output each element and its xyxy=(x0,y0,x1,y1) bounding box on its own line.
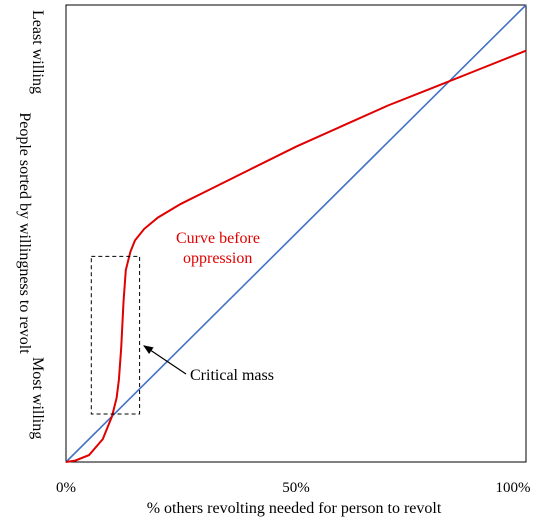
x-axis-label: % others revolting needed for person to … xyxy=(147,500,442,517)
y-axis-label: People sorted by willingness to revolt xyxy=(16,112,33,354)
series-diagonal-line xyxy=(65,4,527,463)
y-label-least-willing: Least willing xyxy=(29,10,46,94)
x-tick-50: 50% xyxy=(282,480,310,496)
plot-frame xyxy=(65,4,527,463)
x-tick-100: 100% xyxy=(496,480,531,496)
critical-mass-arrow xyxy=(143,345,187,375)
annotation-curve-before-1: Curve before xyxy=(176,230,260,247)
annotation-critical-mass: Critical mass xyxy=(190,367,274,384)
y-label-most-willing: Most willing xyxy=(29,357,46,439)
series-red-curve xyxy=(65,49,527,463)
critical-mass-box xyxy=(90,255,141,415)
annotation-curve-before-2: oppression xyxy=(183,250,252,267)
x-tick-0: 0% xyxy=(56,480,76,496)
